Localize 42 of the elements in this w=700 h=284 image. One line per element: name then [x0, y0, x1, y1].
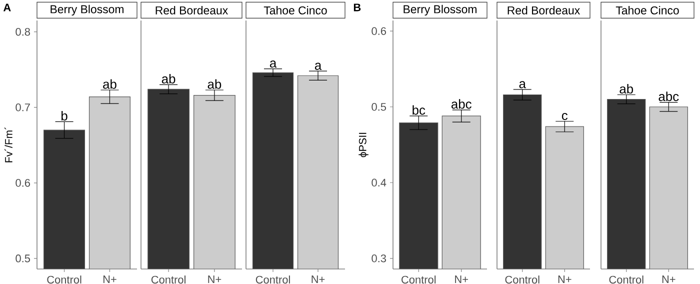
x-tick-label: N+ [558, 276, 572, 284]
chart-title: Tahoe Cinco [616, 6, 679, 14]
chart-title: Berry Blossom [404, 4, 476, 16]
x-tick-label: Control [256, 276, 290, 284]
annotation: a [270, 60, 277, 68]
y-tick-label: 0.3 [372, 254, 386, 262]
y-tick-label: 0.8 [16, 28, 30, 36]
x-tick-label: Control [151, 276, 186, 284]
annotation: ab [162, 74, 176, 84]
annotation: ab [208, 79, 222, 89]
annotation: a [314, 62, 322, 70]
y-tick-label: 0.5 [372, 102, 386, 111]
x-tick-label: N+ [208, 276, 222, 284]
text: B [354, 4, 361, 12]
x-tick-label: Control [609, 276, 644, 284]
annotation: b [62, 110, 68, 121]
annotation: ab [103, 79, 116, 89]
y-tick-label: 0.7 [16, 103, 30, 112]
chart-title: Tahoe Cinco [264, 6, 327, 14]
chart-title: Red Bordeaux [156, 6, 228, 14]
annotation: a [519, 81, 526, 88]
y-tick-label: 0.6 [16, 179, 30, 187]
chart-title: Red Bordeaux [508, 6, 580, 14]
x-tick-label: Control [505, 276, 540, 284]
y-tick-label: 0.6 [372, 27, 386, 35]
annotation: bc [412, 105, 426, 115]
y-tick-label: 0.4 [372, 178, 386, 187]
x-tick-label: N+ [103, 276, 116, 284]
x-tick-label: N+ [312, 276, 325, 284]
x-tick-label: Control [402, 276, 436, 284]
chart-title: Berry Blossom [50, 4, 124, 16]
y-axis-title: Fv´/Fm´ [4, 127, 12, 162]
annotation: c [562, 112, 568, 120]
annotation: abc [451, 99, 472, 109]
annotation: abc [658, 92, 679, 102]
annotation: ab [620, 84, 634, 94]
x-tick-label: N+ [662, 276, 676, 284]
y-axis-title: ϕPSII [358, 132, 368, 158]
x-tick-label: N+ [455, 276, 468, 284]
text: A [3, 4, 11, 12]
x-tick-label: Control [47, 276, 82, 284]
y-tick-label: 0.5 [16, 254, 30, 262]
